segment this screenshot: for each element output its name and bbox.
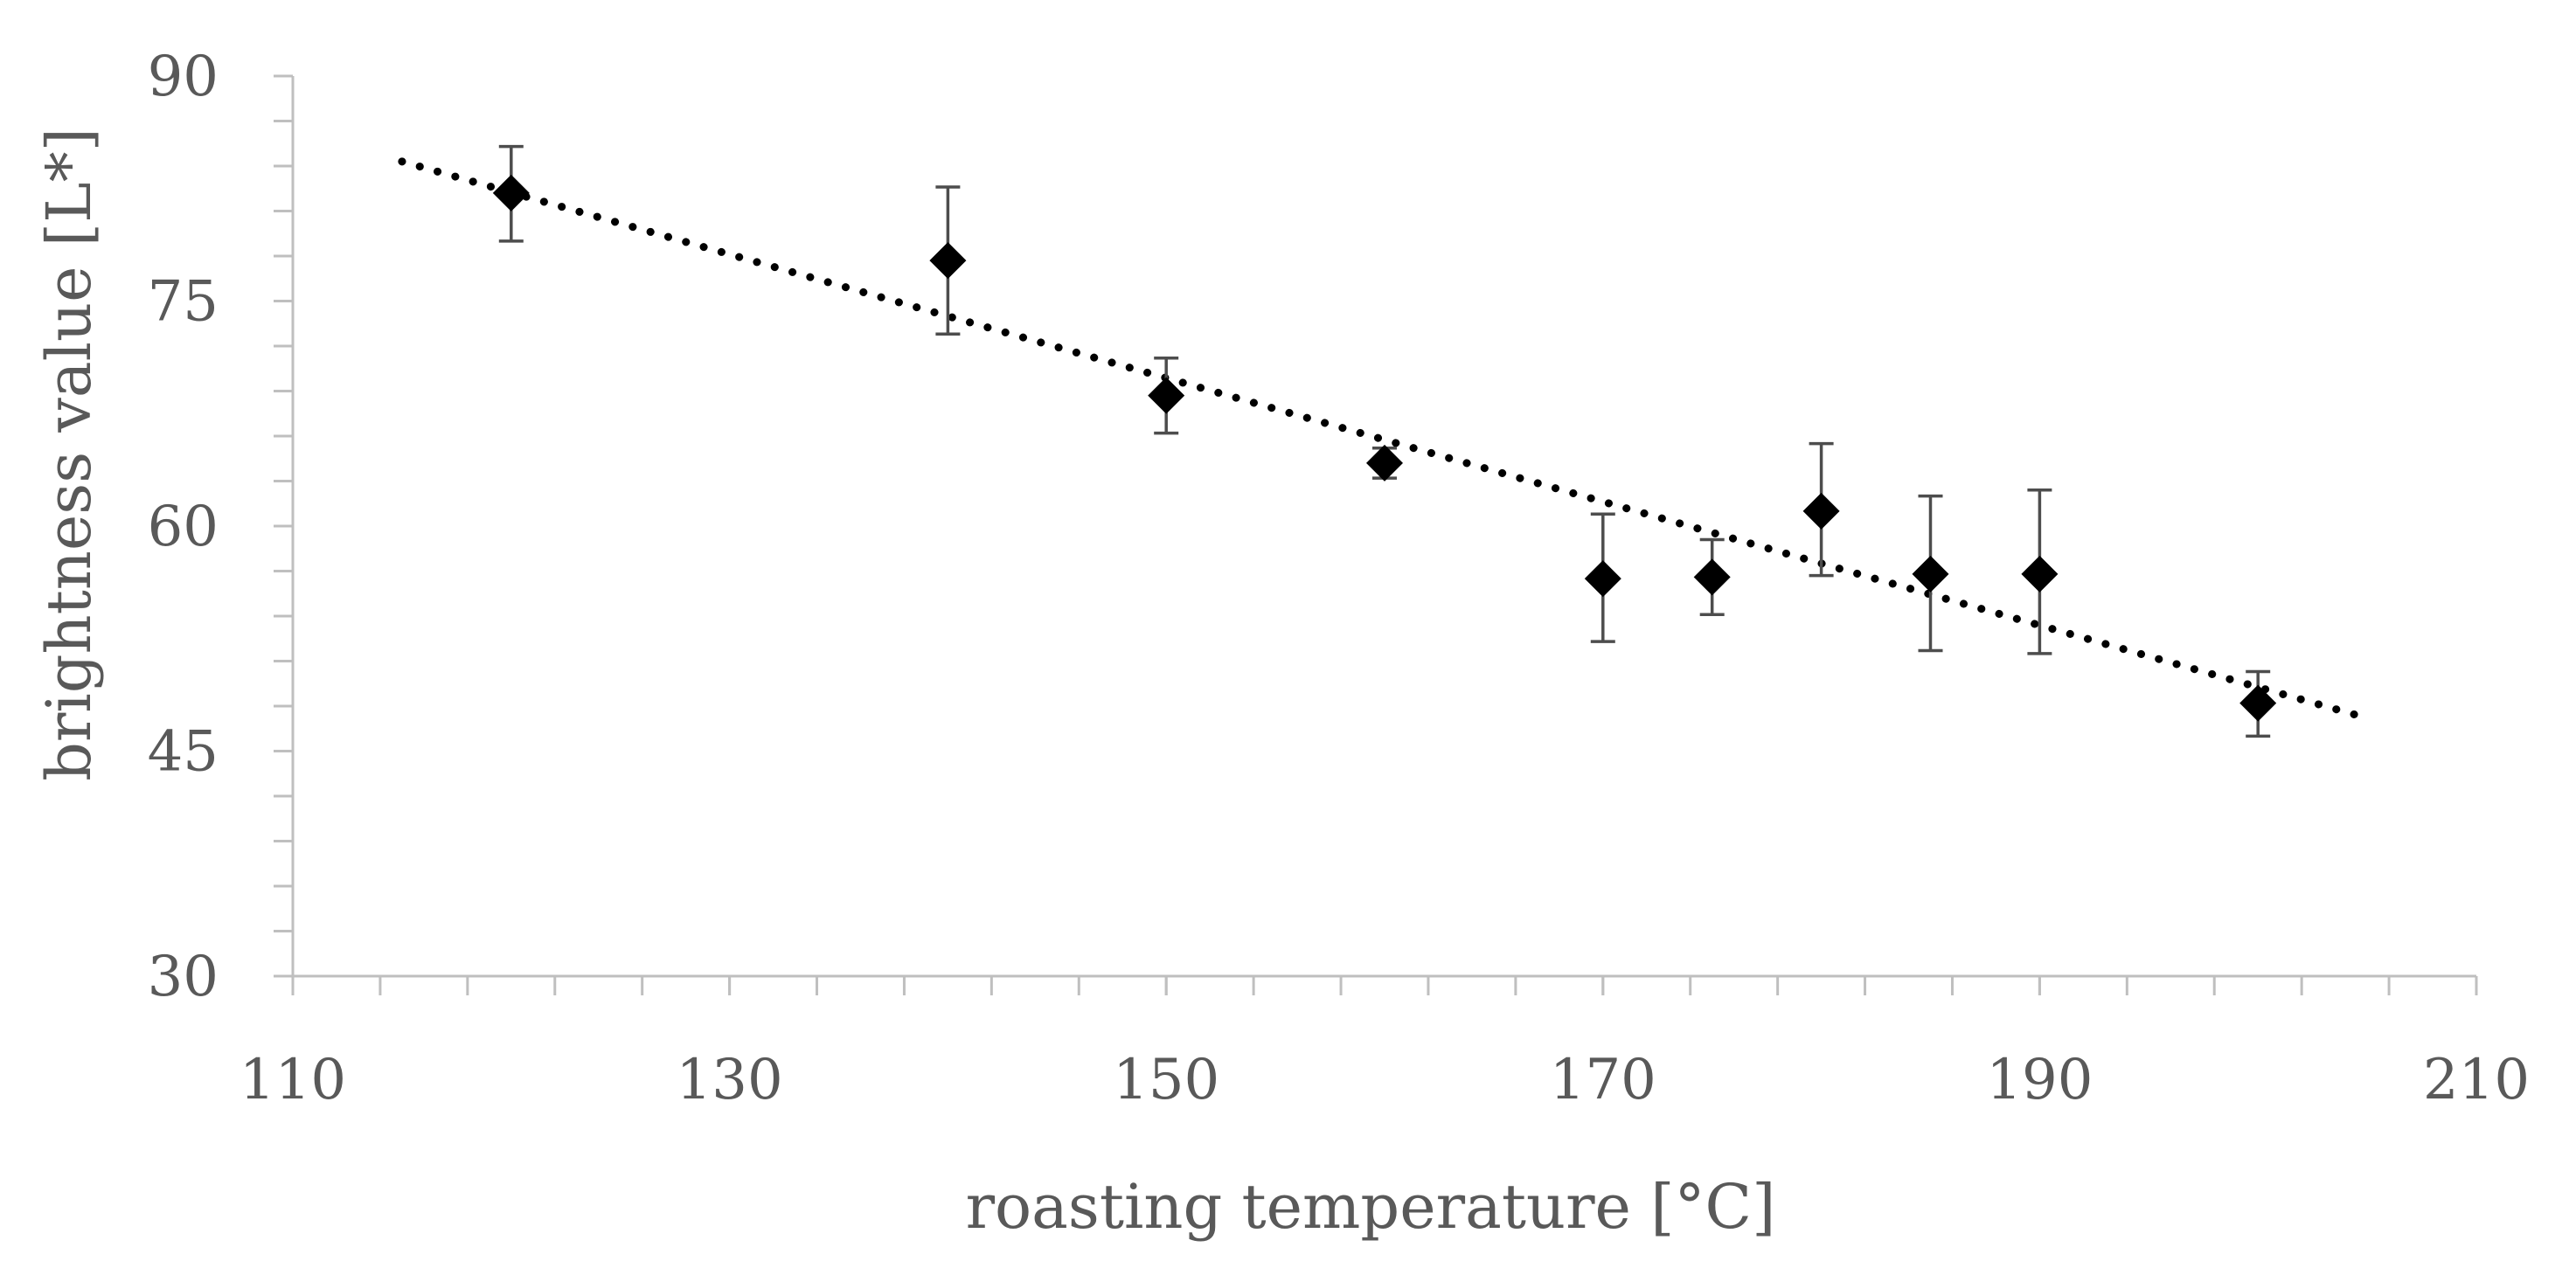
trendline-layer (398, 157, 2371, 723)
y-tick-label: 90 (148, 45, 219, 109)
diamond-marker (1693, 558, 1731, 596)
diamond-marker (1802, 492, 1840, 530)
data-point (1584, 512, 1621, 643)
y-tick-label: 30 (148, 945, 219, 1009)
data-point (929, 185, 967, 336)
x-tick-label: 210 (2423, 1048, 2530, 1112)
x-tick-label: 170 (1550, 1048, 1656, 1112)
data-points-layer (492, 144, 2277, 738)
x-tick-label: 110 (240, 1048, 346, 1112)
data-point (1693, 537, 1731, 617)
diamond-marker (2021, 555, 2059, 592)
data-point (1912, 494, 1949, 653)
x-axis-title: roasting temperature [°C] (966, 1171, 1776, 1243)
y-axis: 30 45 60 75 90 (148, 45, 295, 1009)
y-axis-title: brightness value [L*] (33, 128, 105, 781)
data-point (2239, 669, 2277, 738)
y-tick-label: 60 (148, 495, 219, 559)
x-tick-label: 150 (1113, 1048, 1219, 1112)
x-axis: 110 130 150 170 190 210 (240, 974, 2530, 1112)
diamond-marker (1912, 555, 1949, 592)
y-tick-label: 45 (148, 720, 219, 785)
trendline (398, 157, 2371, 723)
diamond-marker (2239, 684, 2277, 722)
y-tick-label: 75 (148, 270, 219, 335)
x-tick-label: 190 (1986, 1048, 2093, 1112)
diamond-marker (492, 174, 530, 211)
x-tick-label: 130 (677, 1048, 783, 1112)
diamond-marker (1366, 444, 1403, 482)
diamond-marker (1148, 377, 1185, 414)
data-point (1802, 441, 1840, 578)
data-point (1148, 356, 1185, 435)
data-point (2021, 488, 2059, 655)
diamond-marker (929, 242, 967, 280)
data-point (1366, 444, 1403, 482)
diamond-marker (1584, 560, 1621, 598)
data-point (492, 144, 530, 243)
